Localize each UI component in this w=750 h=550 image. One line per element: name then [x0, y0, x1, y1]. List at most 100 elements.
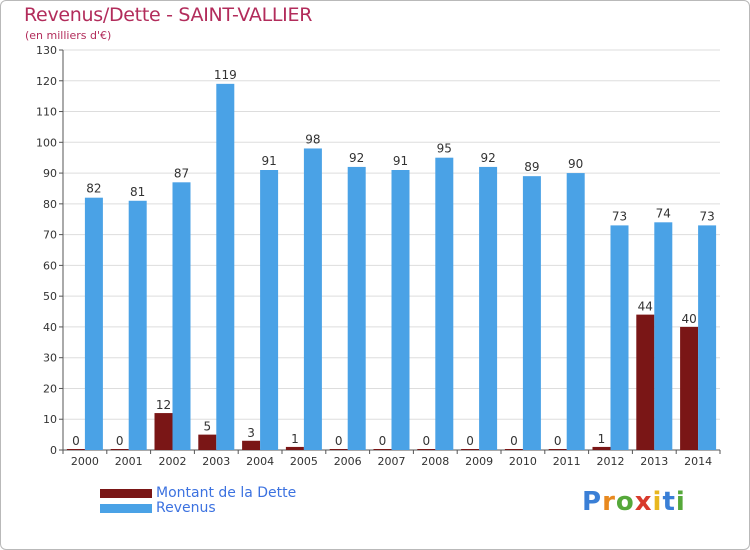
bar-revenue	[391, 170, 410, 450]
chart-subtitle: (en milliers d'€)	[25, 29, 112, 42]
logo-letter: o	[615, 487, 635, 517]
bar-debt	[154, 413, 173, 450]
bar-revenue	[435, 157, 454, 450]
bar-debt	[373, 449, 392, 450]
y-tick-label: 130	[36, 44, 57, 57]
proxiti-logo[interactable]: Proxiti	[582, 487, 686, 517]
bar-revenue	[84, 197, 103, 450]
data-label-revenue: 87	[174, 166, 189, 180]
x-tick-label: 2002	[159, 455, 187, 468]
logo-letter: x	[634, 487, 653, 517]
data-label-revenue: 92	[349, 151, 364, 165]
bar-revenue	[260, 170, 279, 450]
bar-debt	[548, 449, 567, 450]
bar-debt	[504, 449, 523, 450]
data-label-debt: 0	[72, 434, 80, 448]
bar-debt	[66, 449, 85, 450]
x-tick-label: 2010	[509, 455, 537, 468]
bar-revenue	[347, 166, 366, 450]
x-tick-label: 2005	[290, 455, 318, 468]
y-tick-label: 70	[43, 229, 57, 242]
bar-debt	[461, 449, 480, 450]
data-label-debt: 1	[291, 432, 299, 446]
data-label-debt: 3	[247, 426, 255, 440]
data-label-debt: 44	[638, 300, 653, 314]
legend-swatch-debt	[100, 489, 152, 498]
bar-revenue	[128, 200, 147, 450]
bar-revenue	[522, 176, 541, 450]
y-tick-label: 30	[43, 352, 57, 365]
logo-letter: r	[602, 487, 616, 517]
x-tick-label: 2004	[246, 455, 274, 468]
y-tick-label: 110	[36, 106, 57, 119]
bar-revenue	[566, 173, 585, 451]
bar-debt	[198, 434, 217, 450]
data-label-debt: 0	[335, 434, 343, 448]
data-label-revenue: 82	[86, 182, 101, 196]
y-tick-label: 20	[43, 382, 57, 395]
bar-debt	[592, 446, 611, 450]
bar-revenue	[610, 225, 629, 450]
y-tick-label: 10	[43, 413, 57, 426]
x-tick-label: 2013	[640, 455, 668, 468]
x-tick-label: 2012	[597, 455, 625, 468]
y-tick-label: 100	[36, 136, 57, 149]
legend-swatch-revenue	[100, 504, 152, 513]
bar-debt	[680, 326, 699, 450]
y-tick-label: 50	[43, 290, 57, 303]
y-tick-label: 120	[36, 75, 57, 88]
bar-revenue	[303, 148, 322, 450]
data-label-revenue: 90	[568, 157, 583, 171]
logo-letter: i	[652, 487, 663, 517]
logo-letter: i	[675, 487, 686, 517]
data-label-revenue: 81	[130, 185, 145, 199]
x-tick-label: 2000	[71, 455, 99, 468]
bar-revenue	[654, 222, 673, 450]
chart-title: Revenus/Dette - SAINT-VALLIER	[24, 4, 313, 26]
x-tick-label: 2007	[378, 455, 406, 468]
data-label-debt: 0	[379, 434, 387, 448]
data-label-revenue: 119	[214, 68, 237, 82]
data-label-debt: 0	[422, 434, 430, 448]
data-label-debt: 12	[156, 398, 171, 412]
x-tick-label: 2009	[465, 455, 493, 468]
data-label-debt: 0	[510, 434, 518, 448]
data-label-revenue: 92	[480, 151, 495, 165]
logo-letter: t	[662, 487, 676, 517]
data-label-debt: 0	[116, 434, 124, 448]
data-label-revenue: 73	[612, 209, 627, 223]
bar-debt	[329, 449, 348, 450]
bar-revenue	[479, 166, 498, 450]
bar-debt	[110, 449, 129, 450]
data-label-debt: 0	[466, 434, 474, 448]
y-tick-label: 40	[43, 321, 57, 334]
x-tick-label: 2008	[421, 455, 449, 468]
data-label-debt: 40	[681, 312, 696, 326]
bar-debt	[636, 314, 655, 450]
bar-debt	[417, 449, 436, 450]
y-tick-label: 60	[43, 259, 57, 272]
bar-revenue	[172, 182, 191, 451]
data-label-debt: 5	[203, 420, 211, 434]
data-label-revenue: 73	[699, 209, 714, 223]
bar-revenue	[698, 225, 717, 450]
data-label-debt: 0	[554, 434, 562, 448]
data-label-revenue: 74	[656, 206, 671, 220]
x-tick-label: 2006	[334, 455, 362, 468]
logo-letter: P	[582, 487, 603, 517]
data-label-revenue: 91	[261, 154, 276, 168]
y-tick-label: 90	[43, 167, 57, 180]
data-label-revenue: 89	[524, 160, 539, 174]
legend-label-debt: Montant de la Dette	[156, 485, 297, 501]
legend-label-revenue: Revenus	[156, 500, 216, 516]
data-label-revenue: 91	[393, 154, 408, 168]
y-tick-label: 80	[43, 198, 57, 211]
x-tick-label: 2014	[684, 455, 712, 468]
x-tick-label: 2001	[115, 455, 143, 468]
x-tick-label: 2003	[202, 455, 230, 468]
data-label-debt: 1	[598, 432, 606, 446]
x-tick-label: 2011	[553, 455, 581, 468]
bar-debt	[285, 446, 304, 450]
bar-revenue	[216, 83, 235, 450]
